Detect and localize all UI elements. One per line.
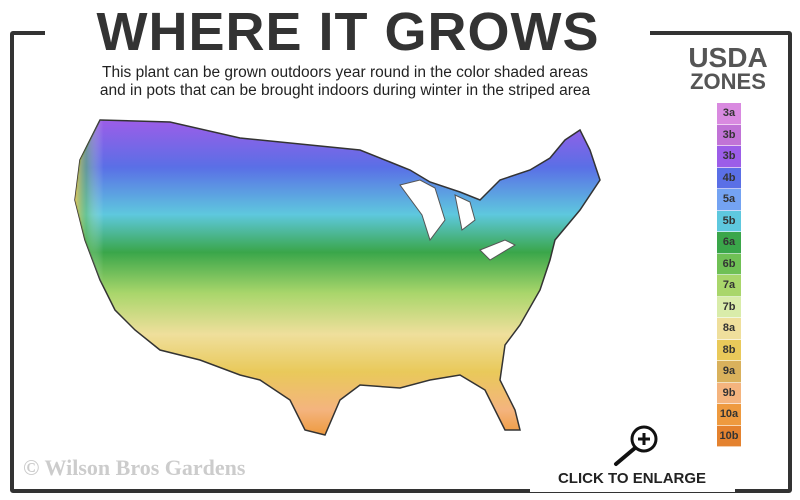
great-lakes: [399, 179, 517, 261]
west-coast-shading: [75, 120, 170, 350]
legend-swatch-7b: 7b: [717, 296, 741, 318]
legend-title-line1: USDA: [688, 42, 768, 73]
legend-swatch-6b: 6b: [717, 253, 741, 275]
legend-swatch-8b: 8b: [717, 339, 741, 361]
legend-swatch-5b: 5b: [717, 210, 741, 232]
subtitle-line: and in pots that can be brought indoors …: [99, 82, 591, 99]
zoom-in-magnifier-icon[interactable]: [608, 424, 664, 468]
legend-swatch-6a: 6a: [717, 232, 741, 254]
legend-swatch-10a: 10a: [717, 404, 741, 426]
usda-zone-map[interactable]: [60, 110, 680, 450]
legend-swatch-7a: 7a: [717, 275, 741, 297]
subtitle: This plant can be grown outdoors year ro…: [40, 64, 650, 100]
click-to-enlarge-button[interactable]: CLICK TO ENLARGE: [557, 470, 707, 487]
legend-swatch-3b: 3b: [717, 124, 741, 146]
legend-swatch-5a: 5a: [717, 189, 741, 211]
legend-swatch-10b: 10b: [717, 425, 741, 447]
legend-title: USDA ZONES: [678, 42, 778, 94]
legend-swatch-8a: 8a: [717, 318, 741, 340]
copyright-watermark: © Wilson Bros Gardens: [23, 455, 246, 480]
page-title: WHERE IT GROWS: [96, 2, 600, 62]
legend-title-line2: ZONES: [690, 69, 766, 94]
us-outline: [74, 119, 601, 436]
subtitle-line: This plant can be grown outdoors year ro…: [102, 64, 588, 81]
legend-swatch-9a: 9a: [717, 361, 741, 383]
legend-swatch-3a: 3a: [717, 103, 741, 125]
legend-swatch-3b: 3b: [717, 146, 741, 168]
zone-legend: 3a 3b 3b 4b 5a 5b 6a 6b 7a 7b 8a 8b 9a 9b 10a 10b: [717, 103, 741, 447]
legend-swatch-4b: 4b: [717, 167, 741, 189]
legend-swatch-9b: 9b: [717, 382, 741, 404]
